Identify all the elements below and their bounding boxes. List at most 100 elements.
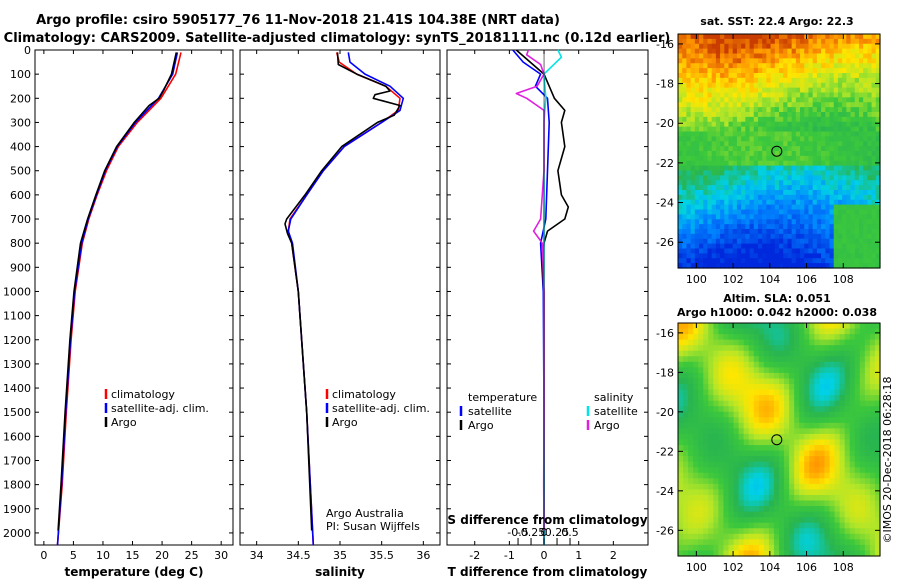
map-cell — [808, 238, 814, 245]
map-cell — [732, 190, 738, 196]
map-cell — [715, 73, 721, 79]
map-cell — [829, 63, 835, 69]
map-cell — [858, 194, 864, 201]
map-cell — [809, 494, 815, 502]
map-cell — [748, 350, 755, 357]
map-cell — [728, 77, 734, 84]
map-cell — [715, 194, 721, 201]
map-cell — [795, 141, 801, 147]
map-cell — [708, 522, 714, 529]
map-cell — [773, 372, 780, 380]
map-cell — [799, 389, 805, 396]
map-cell — [825, 243, 831, 250]
map-cell — [774, 53, 780, 59]
map-cell — [854, 136, 860, 142]
map-cell — [711, 131, 717, 137]
map-cell — [783, 155, 789, 162]
map-cell — [728, 428, 735, 435]
map-cell — [682, 229, 688, 235]
series-salinity-argo — [515, 49, 545, 531]
map-cell — [766, 243, 772, 250]
map-cell — [757, 73, 763, 79]
map-cell — [854, 214, 860, 220]
map-cell — [869, 539, 876, 546]
map-cell — [728, 456, 735, 463]
map-cell — [791, 209, 797, 215]
map-cell — [834, 428, 841, 435]
map-cell — [690, 224, 696, 230]
map-cell — [871, 219, 877, 225]
map-cell — [859, 506, 866, 513]
map-cell — [720, 77, 725, 84]
map-cell — [825, 131, 831, 137]
map-x-tick-label: 100 — [686, 273, 707, 286]
map-cell — [757, 43, 763, 50]
map-cell — [795, 180, 801, 186]
map-cell — [718, 328, 725, 335]
map-cell — [874, 450, 881, 457]
map-cell — [825, 141, 831, 147]
map-cell — [736, 180, 742, 186]
map-cell — [812, 141, 818, 147]
map-cell — [779, 243, 784, 250]
map-cell — [732, 165, 738, 172]
map-cell — [707, 194, 713, 201]
map-cell — [774, 87, 780, 94]
map-cell — [814, 422, 820, 430]
map-cell — [795, 92, 801, 98]
map-cell — [678, 209, 683, 215]
map-cell — [741, 58, 746, 64]
map-cell — [846, 102, 852, 108]
map-cell — [723, 494, 730, 502]
map-cell — [837, 180, 843, 186]
map-cell — [794, 445, 800, 452]
map-cell — [789, 483, 795, 491]
map-cell — [707, 209, 713, 215]
map-cell — [753, 339, 760, 346]
map-cell — [768, 539, 775, 546]
map-cell — [849, 356, 856, 363]
map-cell — [800, 77, 805, 84]
title-line-1: Argo profile: csiro 5905177_76 11-Nov-20… — [36, 13, 560, 28]
map-cell — [774, 219, 780, 225]
map-cell — [738, 494, 745, 502]
map-cell — [874, 500, 881, 507]
map-cell — [794, 522, 800, 529]
map-cell — [808, 141, 814, 147]
map-cell — [762, 151, 767, 157]
map-cell — [858, 258, 864, 264]
map-cell — [733, 323, 740, 330]
map-cell — [825, 175, 831, 181]
credit-label: ©IMOS 20-Dec-2018 06:28:18 — [881, 377, 894, 544]
map-cell — [762, 160, 767, 167]
map-cell — [850, 199, 856, 206]
map-cell — [690, 73, 696, 79]
map-cell — [795, 233, 801, 240]
map-cell — [715, 214, 721, 220]
map-cell — [812, 233, 818, 240]
map-cell — [693, 428, 699, 435]
map-cell — [842, 175, 847, 181]
map-cell — [829, 87, 835, 94]
map-cell — [804, 422, 810, 430]
map-cell — [812, 258, 818, 264]
map-cell — [779, 483, 785, 491]
map-cell — [844, 494, 851, 502]
map-cell — [829, 219, 835, 225]
s-axis-label: S difference from climatology — [447, 513, 647, 527]
map-cell — [686, 219, 692, 225]
map-cell — [703, 522, 709, 529]
map-cell — [864, 384, 871, 391]
series-temperature-argo — [515, 49, 570, 533]
map-cell — [741, 248, 746, 254]
map-cell — [728, 494, 735, 502]
map-cell — [745, 97, 751, 103]
map-cell — [854, 38, 860, 45]
map-cell — [683, 550, 689, 557]
map-cell — [825, 82, 831, 89]
map-cell — [682, 87, 688, 94]
map-cell — [732, 185, 738, 191]
map-cell — [766, 73, 772, 79]
map-cell — [834, 356, 841, 363]
map-cell — [720, 121, 725, 128]
